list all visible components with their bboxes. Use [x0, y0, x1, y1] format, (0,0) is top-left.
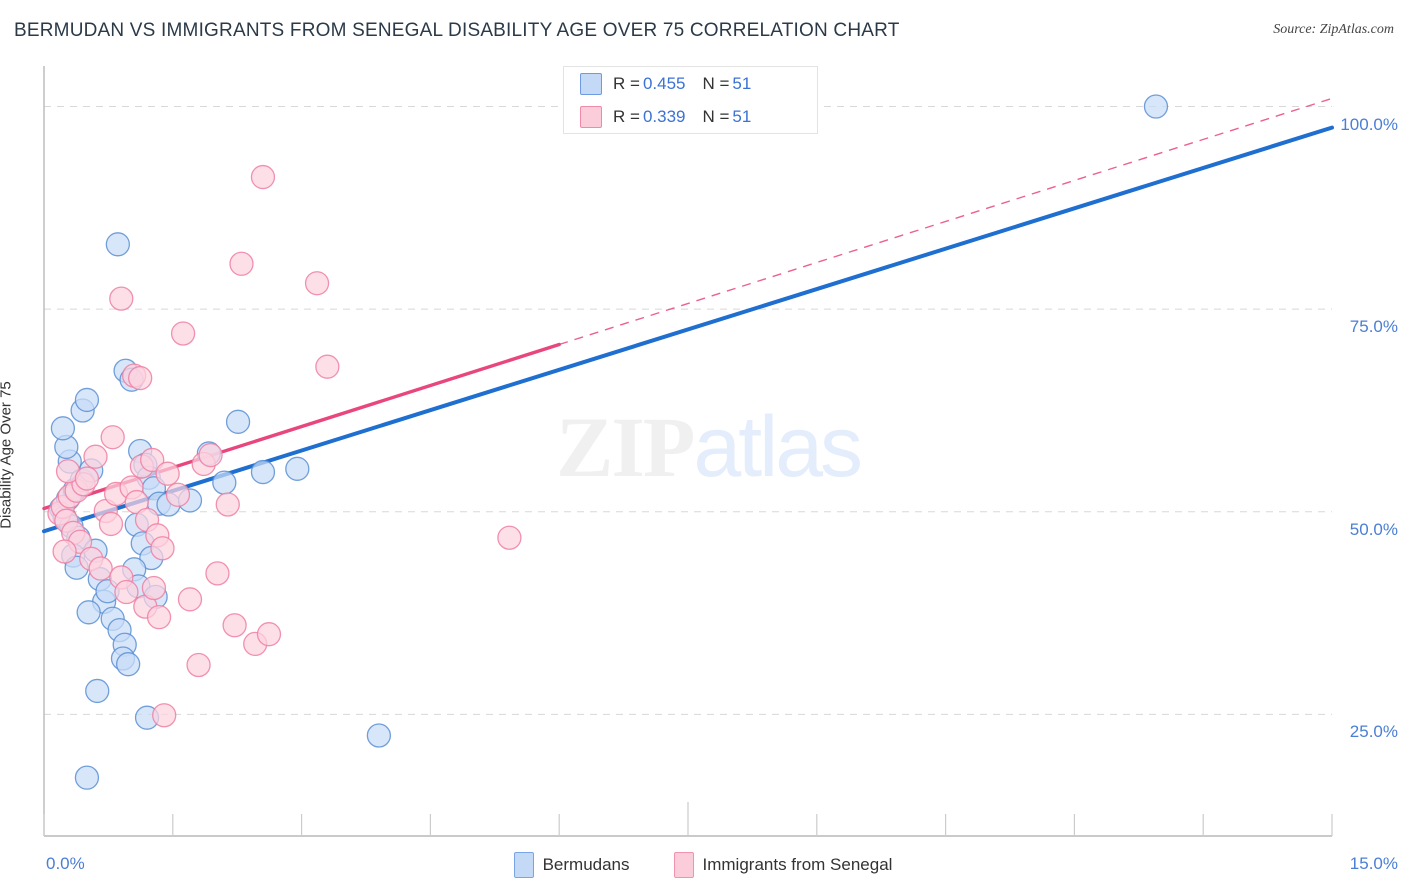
data-point: [186, 652, 211, 678]
data-point: [212, 470, 237, 495]
data-point: [140, 447, 165, 473]
data-point: [150, 536, 175, 561]
data-point: [250, 459, 276, 485]
legend-swatch-senegal: [580, 105, 602, 128]
data-point: [50, 416, 76, 441]
data-point: [155, 461, 180, 486]
watermark-zip: ZIP: [556, 399, 695, 495]
plot-area: [42, 66, 1334, 837]
data-point: [1143, 94, 1169, 119]
data-point: [222, 613, 247, 638]
y-tick-label: 25.0%: [1349, 722, 1398, 742]
data-point: [229, 251, 254, 276]
data-point: [250, 164, 276, 190]
legend-r-value-bermudans: 0.455: [642, 73, 686, 93]
trendline-senegal-extrapolated: [558, 97, 1333, 346]
y-tick-label: 50.0%: [1349, 519, 1398, 539]
data-point: [198, 442, 223, 468]
data-point: [115, 652, 141, 677]
legend-n-label-senegal: N =: [702, 106, 730, 126]
series-legend-item-bermudans[interactable]: Bermudans: [513, 852, 630, 878]
legend-text-senegal: R = 0.339 N = 51: [613, 107, 754, 127]
data-point: [85, 678, 110, 704]
data-point: [76, 600, 101, 625]
data-point: [315, 354, 340, 379]
data-point: [105, 232, 130, 257]
data-point: [366, 723, 392, 748]
data-point: [114, 579, 139, 605]
data-point: [256, 622, 282, 647]
data-point: [497, 525, 522, 550]
data-point: [205, 561, 230, 586]
data-point: [88, 556, 113, 581]
series-legend-item-senegal[interactable]: Immigrants from Senegal: [673, 852, 893, 878]
series-swatch-senegal: [673, 852, 694, 878]
y-tick-label: 100.0%: [1340, 114, 1398, 134]
data-point: [74, 765, 100, 790]
scatter-canvas: [42, 66, 1334, 837]
source-label: Source: ZipAtlas.com: [1273, 22, 1394, 37]
data-point: [215, 492, 240, 517]
legend-r-label-bermudans: R =: [613, 73, 640, 93]
data-point: [52, 539, 77, 564]
y-tick-label: 75.0%: [1349, 317, 1398, 337]
data-point: [285, 456, 310, 481]
x-tick-label: 0.0%: [46, 854, 85, 873]
y-axis-label: Disability Age Over 75: [0, 381, 15, 529]
series-label-senegal: Immigrants from Senegal: [702, 855, 893, 874]
legend-swatch-bermudans: [580, 72, 602, 95]
watermark: ZIPatlas: [556, 404, 863, 490]
legend-row-bermudans: R = 0.455 N = 51: [564, 67, 817, 100]
data-point: [141, 575, 167, 601]
data-point: [225, 409, 251, 434]
series-legend: Bermudans Immigrants from Senegal: [0, 852, 1406, 878]
data-point: [83, 444, 108, 469]
data-point: [152, 703, 177, 728]
data-point: [146, 605, 172, 630]
data-point: [177, 587, 203, 612]
series-swatch-bermudans: [513, 852, 534, 878]
legend-r-label-senegal: R =: [613, 106, 640, 126]
data-point: [165, 482, 191, 507]
legend-r-value-senegal: 0.339: [642, 106, 686, 126]
legend-n-value-bermudans: 51: [732, 73, 752, 93]
data-point: [74, 466, 100, 491]
data-point: [170, 321, 196, 346]
data-point: [109, 286, 134, 311]
watermark-atlas: atlas: [693, 399, 863, 495]
page-title: BERMUDAN VS IMMIGRANTS FROM SENEGAL DISA…: [14, 20, 900, 41]
x-tick-label: 15.0%: [1349, 854, 1398, 873]
data-point: [98, 511, 124, 537]
data-point: [74, 387, 100, 413]
correlation-legend: R = 0.455 N = 51 R = 0.339 N = 51: [563, 66, 818, 134]
series-label-bermudans: Bermudans: [542, 855, 630, 874]
data-point: [100, 425, 125, 450]
legend-row-senegal: R = 0.339 N = 51: [564, 100, 817, 133]
legend-n-value-senegal: 51: [732, 106, 752, 126]
data-point: [304, 271, 330, 296]
legend-text-bermudans: R = 0.455 N = 51: [613, 74, 754, 94]
data-point: [128, 365, 153, 391]
legend-n-label-bermudans: N =: [702, 73, 730, 93]
